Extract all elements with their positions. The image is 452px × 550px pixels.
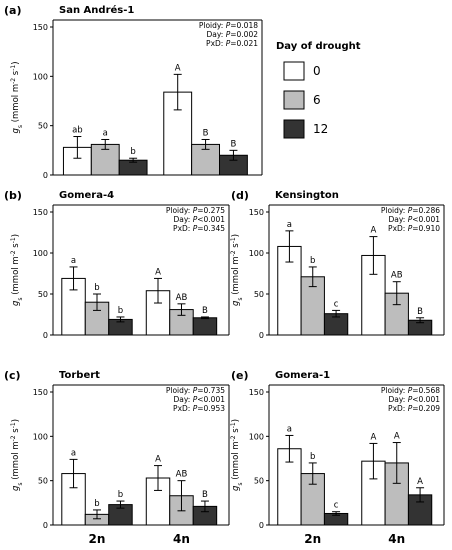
y-tick-label: 150 [33, 23, 48, 32]
significance-letter: a [103, 128, 108, 138]
bar-4n-day12 [192, 317, 218, 336]
y-tick-label: 150 [33, 208, 48, 217]
y-tick-label: 0 [43, 331, 48, 340]
y-axis-label: gs (mmol m-2 s-1) [230, 234, 244, 306]
y-axis-label: gs (mmol m-2 s-1) [10, 419, 24, 491]
stat-line: Day: P<0.001 [174, 215, 226, 224]
stat-line: PxD: P=0.209 [388, 404, 440, 413]
stat-line: Day: P<0.001 [174, 395, 226, 404]
panel-e: 0 50 100 150(e) Gomera-1 Ploidy: P=0.568Day: … [230, 369, 445, 530]
legend-swatch [283, 61, 305, 81]
panel-title: Torbert [59, 370, 100, 381]
y-tick-label: 100 [249, 249, 264, 258]
significance-letter: c [334, 299, 339, 309]
significance-letter: B [417, 307, 423, 317]
y-axis-label: gs (mmol m-2 s-1) [230, 419, 244, 491]
y-tick-label: 0 [259, 331, 264, 340]
panel-letter: (b) [4, 189, 22, 202]
panel-title: Gomera-1 [275, 370, 330, 381]
stat-line: Ploidy: P=0.735 [166, 386, 225, 395]
y-tick-label: 150 [249, 388, 264, 397]
significance-letter: c [334, 501, 339, 511]
y-tick-label: 100 [33, 72, 48, 81]
legend-swatch [283, 119, 305, 139]
panel-b: 0 50 100 150 (b) Gomera-4 Ploidy: P=0.275Day: … [4, 189, 230, 340]
y-tick-label: 0 [43, 171, 48, 180]
significance-letter: b [130, 147, 135, 157]
y-tick-label: 50 [38, 122, 48, 131]
y-tick-label: 50 [254, 290, 264, 299]
legend: Day of drought 0 6 12 [276, 41, 361, 139]
significance-letter: A [155, 267, 161, 277]
stat-line: PxD: P=0.953 [173, 404, 225, 413]
significance-letter: b [118, 306, 123, 316]
stat-line: Ploidy: P=0.275 [166, 206, 225, 215]
panel-title: Gomera-4 [59, 190, 114, 201]
y-tick-label: 100 [33, 249, 48, 258]
y-tick-label: 50 [38, 477, 48, 486]
significance-letter: A [394, 432, 400, 442]
significance-letter: A [417, 477, 423, 487]
significance-letter: b [94, 283, 99, 293]
panel-title: San Andrés-1 [59, 4, 134, 16]
panel-title: Kensington [275, 190, 339, 201]
x-category-label: 2n [304, 532, 321, 546]
significance-letter: B [203, 128, 209, 138]
significance-letter: A [175, 63, 181, 73]
stat-line: Day: P<0.001 [389, 215, 441, 224]
y-tick-label: 0 [259, 521, 264, 530]
significance-letter: AB [176, 293, 188, 303]
x-category-label: 4n [173, 532, 190, 546]
stat-line: PxD: P=0.021 [206, 39, 258, 48]
panel-letter: (d) [231, 189, 249, 202]
y-tick-label: 100 [249, 432, 264, 441]
significance-letter: b [310, 256, 315, 266]
x-category-label: 2n [89, 532, 106, 546]
panel-letter: (e) [231, 369, 249, 382]
stat-line: PxD: P=0.910 [388, 224, 440, 233]
stat-line: Ploidy: P=0.286 [381, 206, 440, 215]
panel-letter: (c) [4, 369, 21, 382]
legend-label: 6 [313, 93, 321, 107]
significance-letter: B [202, 306, 208, 316]
stat-line: Day: P=0.002 [207, 30, 259, 39]
legend-label: 0 [313, 64, 321, 78]
significance-letter: b [118, 490, 123, 500]
significance-letter: A [155, 455, 161, 465]
y-tick-label: 150 [249, 208, 264, 217]
significance-letter: b [310, 452, 315, 462]
significance-letter: AB [391, 271, 403, 281]
legend-swatch [283, 90, 305, 110]
stat-line: Ploidy: P=0.568 [381, 386, 440, 395]
y-tick-label: 0 [43, 521, 48, 530]
significance-letter: a [71, 448, 76, 458]
significance-letter: b [94, 499, 99, 509]
significance-letter: A [371, 432, 377, 442]
y-tick-label: 100 [33, 432, 48, 441]
significance-letter: AB [176, 470, 188, 480]
panel-letter: (a) [4, 4, 21, 17]
stat-line: Day: P<0.001 [389, 395, 441, 404]
x-category-label: 4n [388, 532, 405, 546]
significance-letter: B [231, 139, 237, 149]
y-axis-label: gs (mmol m-2 s-1) [10, 61, 24, 133]
panel-d: 0 50 100 150(d) Kensington Ploidy: P=0.286Day… [230, 189, 445, 340]
panel-a: 0 50 100 150 (a) San Andrés-1 Ploidy: P=0.018D… [4, 4, 263, 180]
y-tick-label: 50 [254, 477, 264, 486]
significance-letter: A [371, 226, 377, 236]
legend-title: Day of drought [276, 41, 361, 52]
y-tick-label: 50 [38, 290, 48, 299]
significance-letter: a [287, 424, 292, 434]
stat-line: Ploidy: P=0.018 [199, 21, 258, 30]
stat-line: PxD: P=0.345 [173, 224, 225, 233]
y-axis-label: gs (mmol m-2 s-1) [10, 234, 24, 306]
significance-letter: a [287, 220, 292, 230]
significance-letter: B [202, 490, 208, 500]
significance-letter: ab [72, 126, 83, 136]
legend-label: 12 [313, 122, 328, 136]
significance-letter: a [71, 256, 76, 266]
y-tick-label: 150 [33, 388, 48, 397]
